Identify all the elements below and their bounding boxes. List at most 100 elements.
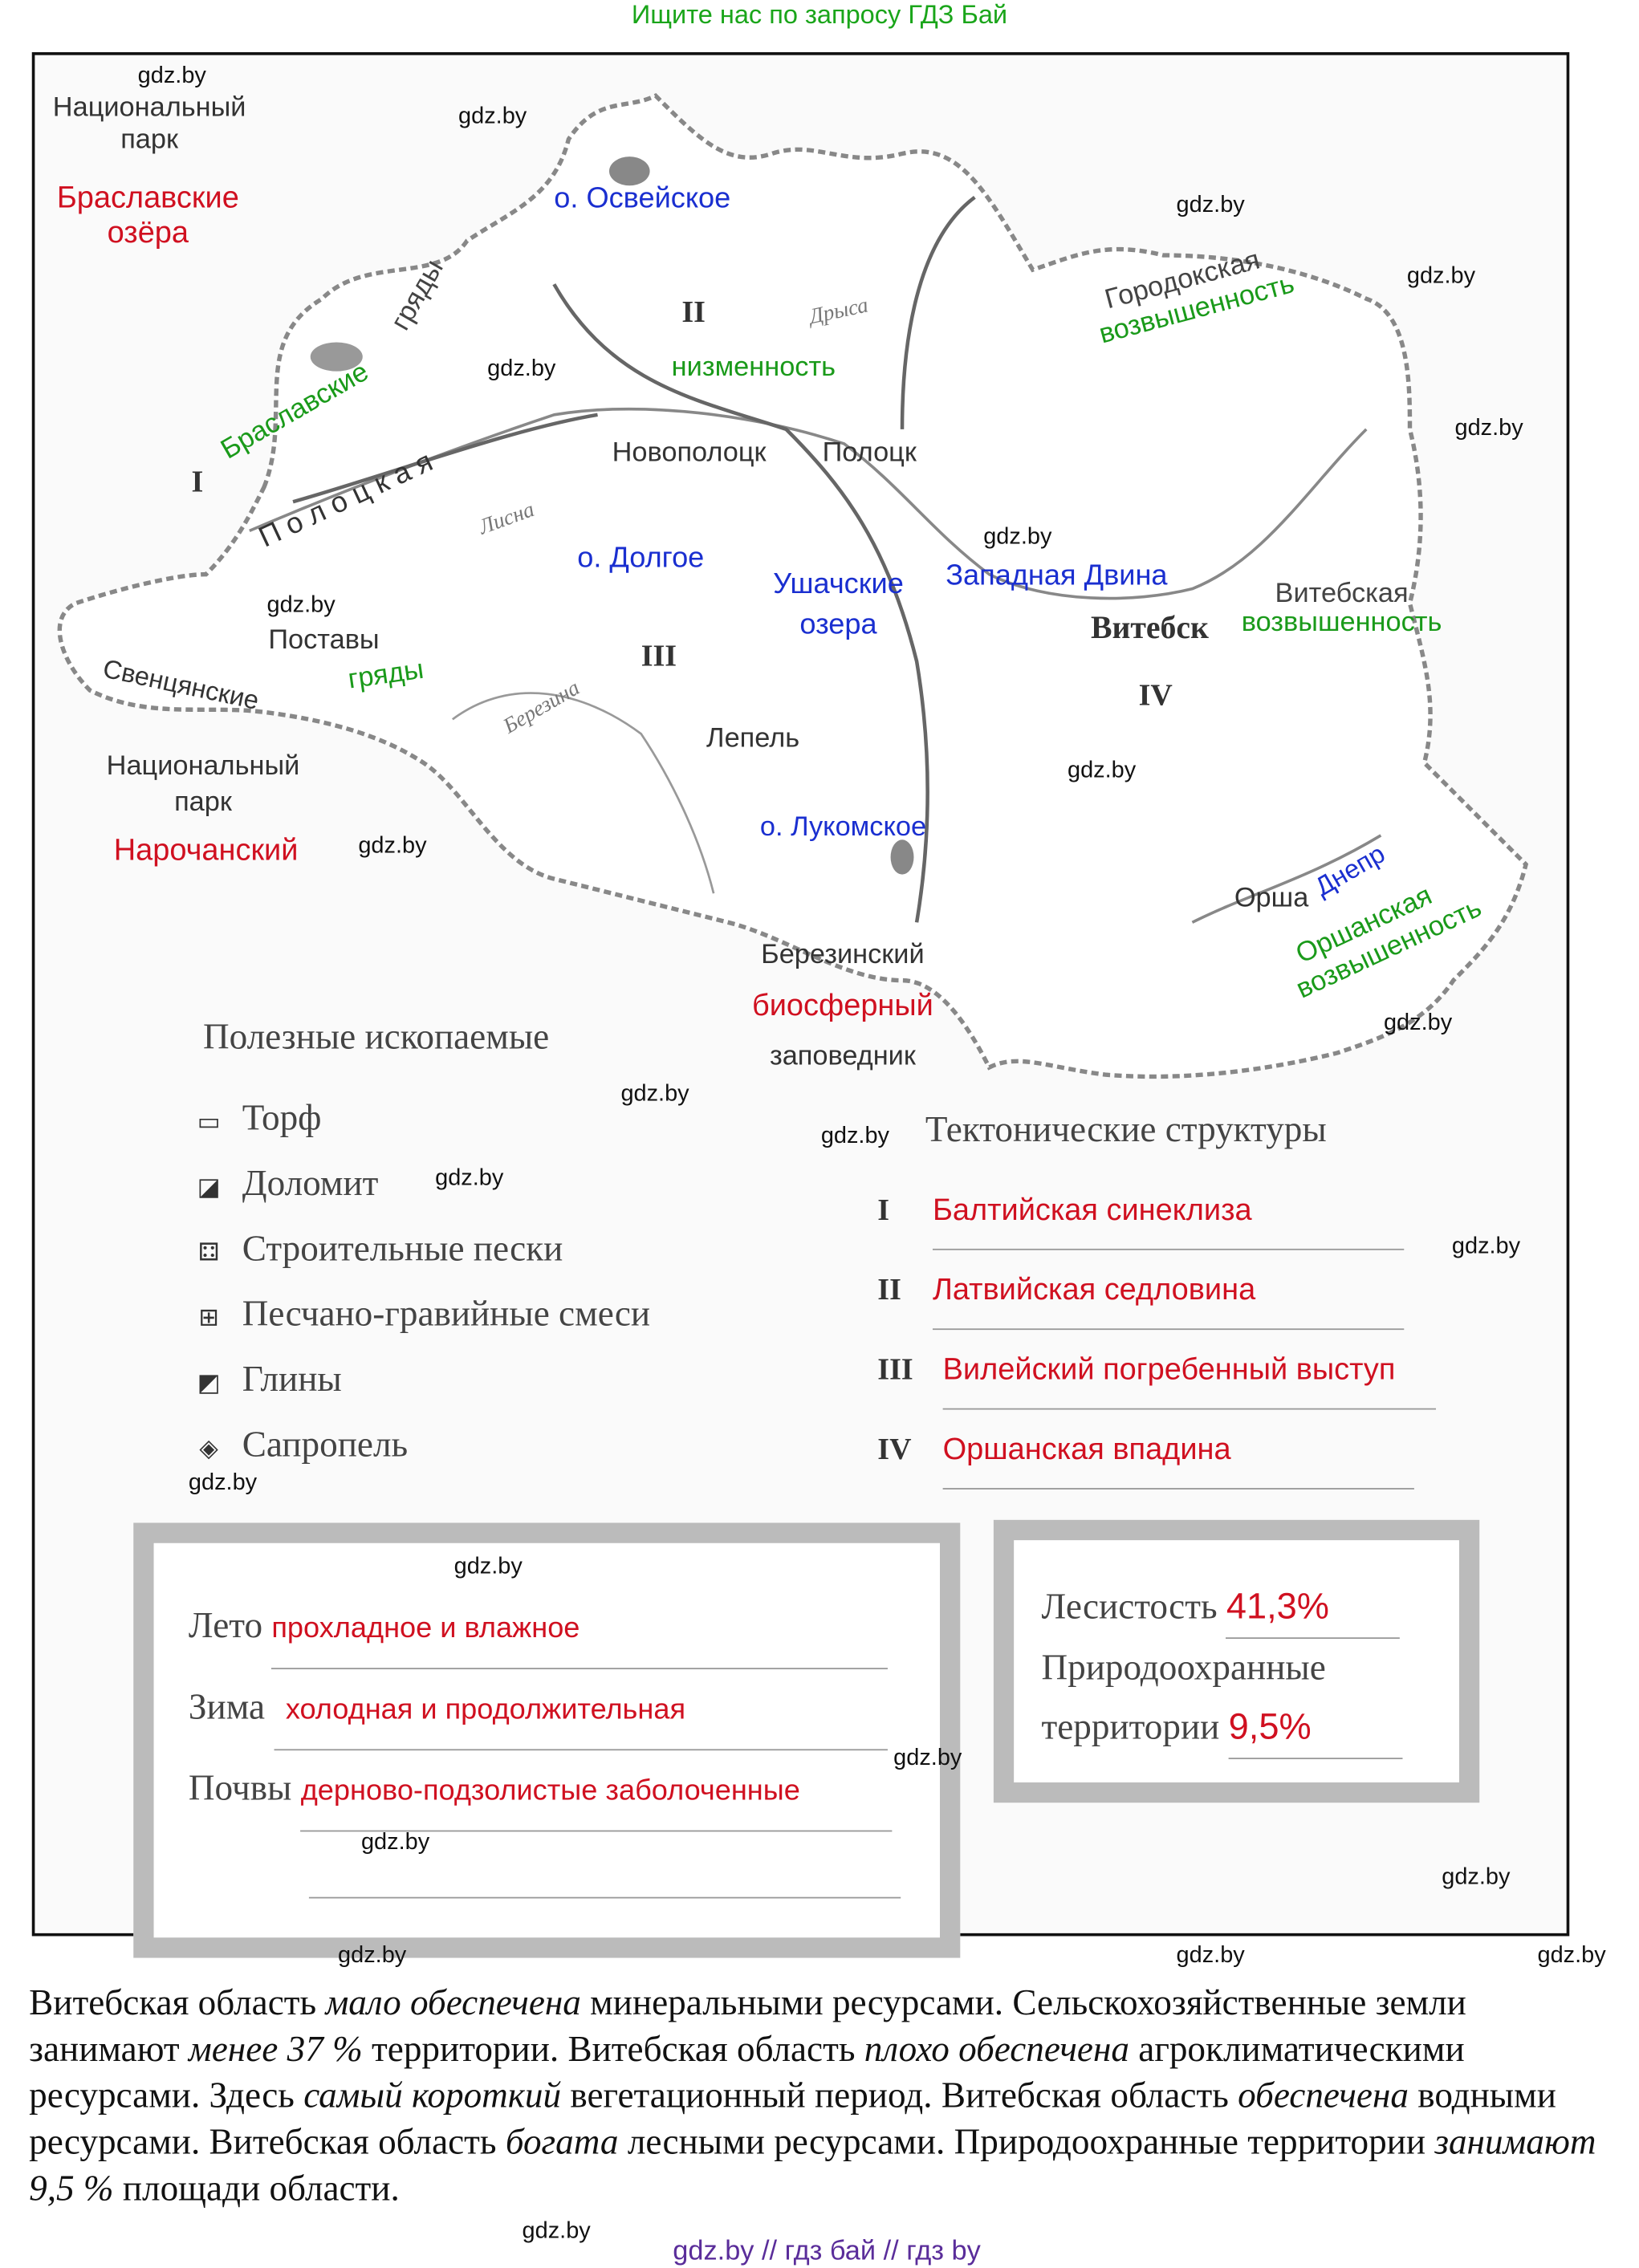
watermark: gdz.by: [1068, 758, 1137, 783]
climate-box: [133, 1522, 961, 1958]
dolomite-icon: ◪: [197, 1173, 221, 1201]
watermark: gdz.by: [487, 356, 556, 382]
answer-text: самый короткий: [303, 2076, 562, 2116]
legend-label: Песчано-гравийные смеси: [242, 1295, 651, 1335]
peat-icon: ▭: [197, 1108, 221, 1136]
label-line: озера: [799, 608, 877, 641]
label-line: возвышенность: [1241, 608, 1442, 639]
tectonic-row: II Латвийская седловина: [877, 1252, 1436, 1331]
watermark: gdz.by: [1406, 263, 1476, 289]
legend-item: ⚃ Строительные пески: [193, 1218, 650, 1283]
watermark: gdz.by: [1383, 1010, 1453, 1036]
watermark: gdz.by: [820, 1124, 890, 1149]
paragraph-text: водными ресурсами. Витебская область: [29, 2076, 1556, 2163]
lowland-label: низменность: [671, 352, 836, 384]
postavy-label: Поставы: [268, 624, 380, 656]
legend-label: Строительные пески: [242, 1230, 563, 1270]
label-line: Ушачские: [773, 568, 904, 601]
tectonic-row: I Балтийская синеклиза: [877, 1172, 1436, 1251]
tectonic-num: III: [877, 1351, 913, 1387]
label-line: заповедник: [769, 1041, 916, 1072]
forest-label: Лесистость: [1041, 1587, 1218, 1628]
watermark: gdz.by: [1451, 1234, 1521, 1259]
soil-label: Почвы: [188, 1769, 292, 1809]
legend-item: ◈ Сапропель: [193, 1414, 650, 1479]
answer-text: плохо обеспечена: [864, 2030, 1129, 2070]
orsha-label: Орша: [1234, 883, 1309, 914]
watermark: gdz.by: [1537, 1943, 1606, 1969]
watermark: gdz.by: [435, 1165, 504, 1191]
roman-3: III: [641, 638, 677, 673]
answer-text: мало обеспечена: [325, 1984, 581, 2023]
watermark: gdz.by: [266, 593, 336, 618]
legend-label: Сапропель: [242, 1425, 409, 1465]
national-park-label: Национальный парк: [53, 93, 246, 157]
label-line: Витебская: [1275, 579, 1409, 609]
paragraph-text: агроклиматическими ресурсами. Здесь: [29, 2030, 1465, 2116]
answer-text: обеспечена: [1238, 2076, 1409, 2116]
watermark: gdz.by: [358, 834, 427, 859]
vitebsk-upland-label: Витебская возвышенность: [1241, 579, 1442, 639]
climate-fields: Лето прохладное и влажное Зима холодная …: [189, 1588, 901, 1899]
lake-lukomskoe: [890, 839, 914, 875]
answer-text: занимают 9,5 %: [29, 2123, 1596, 2209]
paragraph-text: минеральными ресурсами. Сельскохозяйстве…: [29, 1984, 1466, 2070]
forest-box: [993, 1519, 1480, 1803]
forest-answer: 41,3%: [1226, 1578, 1401, 1640]
lake-braslav: [310, 342, 363, 372]
paragraph-text: лесными ресурсами. Природоохранные терри…: [618, 2123, 1435, 2163]
watermark: gdz.by: [1176, 1943, 1245, 1969]
label-line-answer: биосферный: [751, 989, 933, 1023]
watermark: gdz.by: [983, 525, 1052, 550]
watermark: gdz.by: [360, 1830, 430, 1855]
header-link[interactable]: Ищите нас по запросу ГДЗ Бай: [631, 0, 1008, 30]
label-line: парк: [120, 124, 179, 156]
watermark: gdz.by: [188, 1470, 258, 1496]
label-line: Национальный: [52, 92, 246, 124]
watermark: gdz.by: [893, 1746, 962, 1771]
protected-label-2: территории: [1041, 1708, 1220, 1748]
footer-links[interactable]: gdz.by // гдз бай // гдз by: [673, 2236, 981, 2267]
forest-fields: Лесистость 41,3% Природоохранные террито…: [1041, 1578, 1403, 1760]
legend-label: Глины: [242, 1360, 342, 1400]
roman-4: IV: [1138, 677, 1173, 713]
watermark: gdz.by: [1176, 193, 1245, 218]
building-sand-icon: ⚃: [197, 1238, 220, 1266]
tectonics-list: I Балтийская синеклиза II Латвийская седло…: [877, 1172, 1437, 1491]
river-dnepr: [1191, 834, 1382, 924]
soil-answer: дерново-подзолистые заболоченные: [300, 1754, 893, 1832]
river-berezina: [452, 692, 715, 894]
answer-text: богата: [505, 2123, 619, 2163]
national-park-label-2: Национальный парк: [107, 748, 300, 820]
paragraph-text: площади области.: [113, 2169, 400, 2209]
legend-label: Доломит: [242, 1164, 379, 1204]
railway: [292, 195, 976, 923]
tectonic-answer: Вилейский погребенный выступ: [942, 1331, 1437, 1410]
summer-label: Лето: [188, 1607, 263, 1647]
label-line: Березинский: [761, 940, 925, 970]
minerals-title: Полезные ископаемые: [202, 1018, 550, 1058]
osveiskoe-label: о. Освейское: [554, 182, 731, 215]
tectonic-row: IV Оршанская впадина: [877, 1411, 1436, 1490]
region-border: [57, 92, 1529, 1079]
lake-osveiskoe: [608, 156, 650, 186]
map-of-vitebsk-region: [57, 92, 1529, 1079]
paragraph-text: Витебская область: [29, 1984, 326, 2023]
sapropel-icon: ◈: [199, 1434, 219, 1462]
braslav-lakes-label: Браславские озёра: [57, 181, 239, 251]
watermark: gdz.by: [620, 1082, 689, 1107]
legend-item: ⊞ Песчано-гравийные смеси: [193, 1283, 650, 1348]
paragraph-text: вегетационный период. Витебская область: [561, 2076, 1238, 2116]
tectonic-row: III Вилейский погребенный выступ: [877, 1331, 1437, 1411]
forest-row: Лесистость 41,3%: [1041, 1578, 1402, 1640]
watermark: gdz.by: [458, 104, 527, 129]
roman-2: II: [681, 294, 706, 330]
roman-1: I: [191, 464, 204, 499]
vitebsk-label: Витебск: [1090, 608, 1209, 646]
conclusion-paragraph: Витебская область мало обеспечена минера…: [29, 1981, 1617, 2213]
watermark: gdz.by: [1454, 416, 1523, 441]
tectonic-answer: Балтийская синеклиза: [932, 1172, 1405, 1250]
summer-row: Лето прохладное и влажное: [189, 1588, 901, 1669]
minerals-legend: ▭ Торф ◪ Доломит ⚃ Строительные пески ⊞ Песч…: [193, 1087, 650, 1479]
tectonic-answer: Латвийская седловина: [932, 1252, 1405, 1331]
